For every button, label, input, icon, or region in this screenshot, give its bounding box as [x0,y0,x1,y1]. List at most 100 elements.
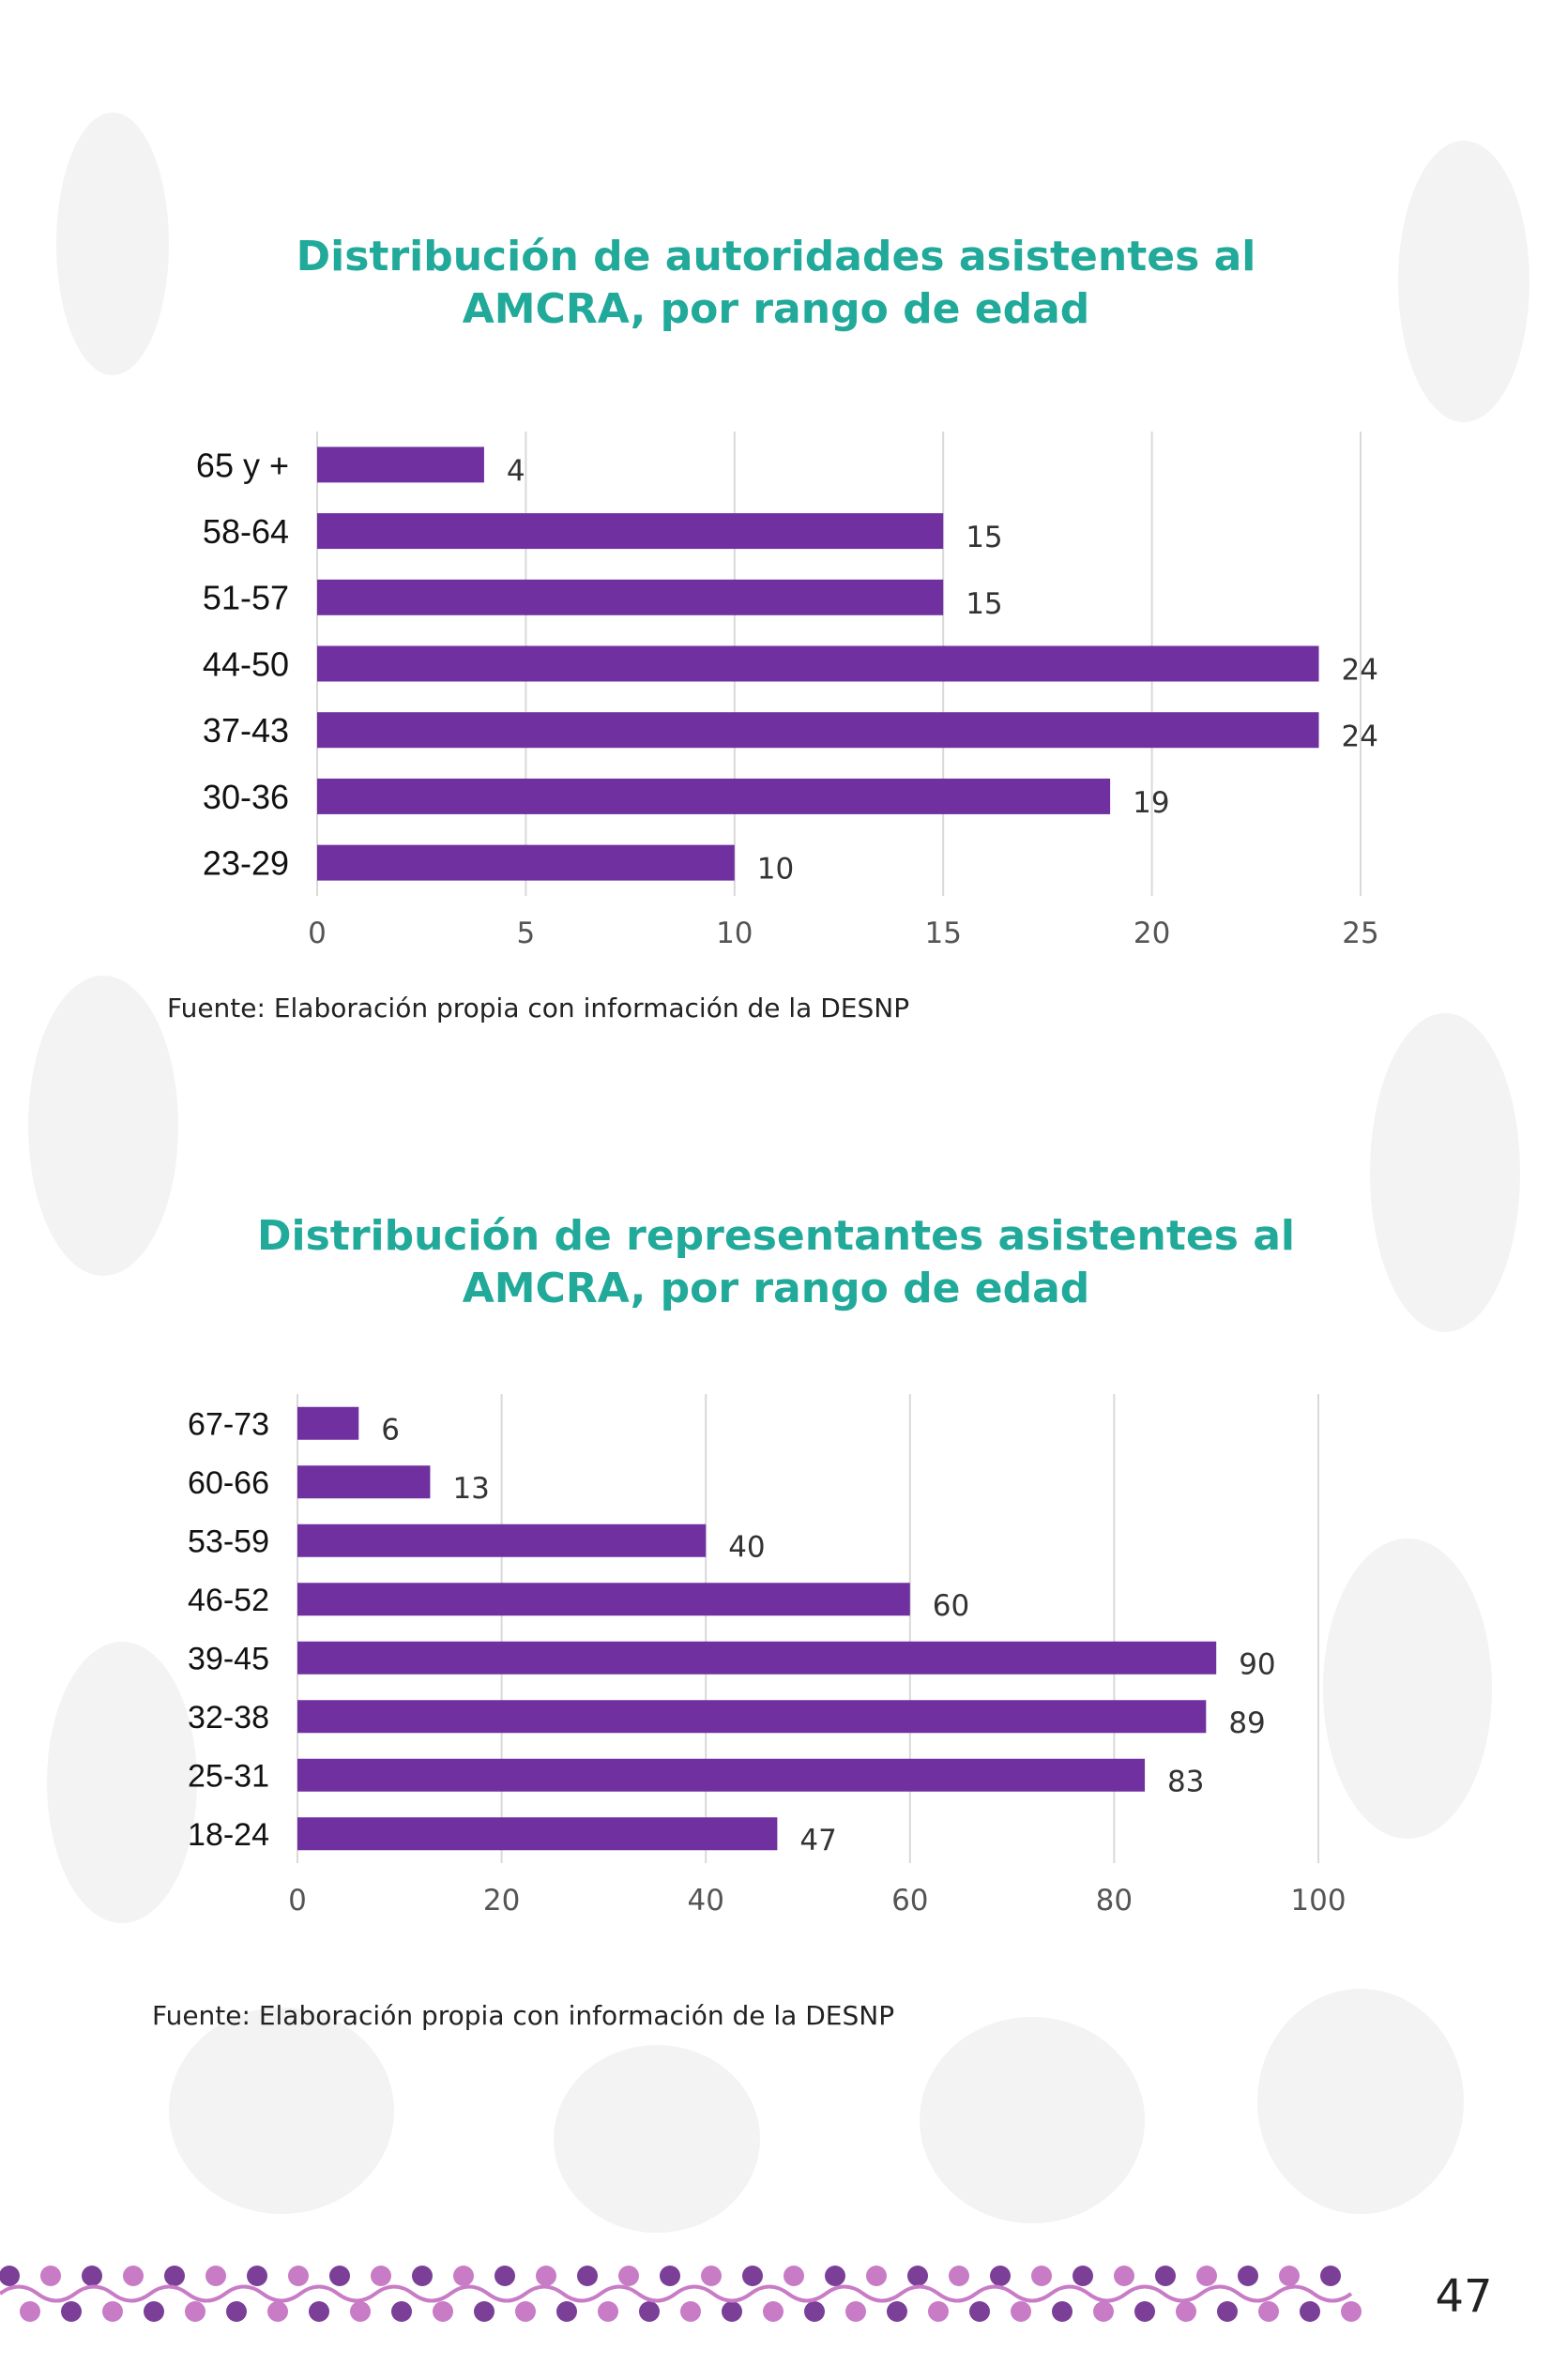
border-flower [1341,2301,1362,2322]
border-flower [433,2301,453,2322]
chart-2-bar [297,1817,778,1851]
chart-1-x-tick-label: 15 [924,917,961,950]
border-flower [928,2301,949,2322]
border-flower [969,2301,990,2322]
chart-2-category-label: 32-38 [188,1700,269,1736]
chart-2-bar [297,1758,1146,1792]
border-flower [102,2301,123,2322]
chart-1-plot: 0 5 10 15 20 25 65 y + 4 58-64 15 51-57 15 44-50 24 37… [196,432,1379,950]
chart-1-data-label: 24 [1342,654,1378,688]
chart-2-category-label: 25-31 [188,1758,269,1794]
border-flower [288,2266,309,2286]
chart-1-bar [317,645,1319,682]
chart-2-category-label: 39-45 [188,1641,269,1676]
border-flower [123,2266,144,2286]
border-flower [226,2301,247,2322]
border-flower [701,2266,722,2286]
border-flower [1031,2266,1052,2286]
border-flower [1238,2266,1258,2286]
border-flower [1196,2266,1217,2286]
chart-2-data-label: 6 [381,1413,400,1447]
chart-1-category-label: 65 y + [196,446,289,484]
chart-2-x-tick-label: 20 [483,1884,520,1918]
chart-2-x-tick-label: 80 [1096,1884,1133,1918]
chart-1-x-tick-label: 20 [1134,917,1170,950]
border-flower [205,2266,226,2286]
chart-2-title-line-2: AMCRA, por rango de edad [462,1265,1090,1312]
chart-2-data-label: 60 [933,1589,969,1623]
border-flower [61,2301,82,2322]
border-flower [1217,2301,1238,2322]
border-flower [40,2266,61,2286]
border-flower [164,2266,185,2286]
chart-1-bar [317,447,484,483]
chart-1-title-line-1: Distribución de autoridades asistentes a… [296,233,1256,280]
border-flower [412,2266,433,2286]
chart-1-data-label: 15 [966,521,1002,554]
chart-1-title: Distribución de autoridades asistentes a… [0,231,1552,336]
chart-2-data-label: 40 [728,1530,765,1564]
chart-1-category-label: 37-43 [203,711,289,750]
border-flower [1114,2266,1134,2286]
chart-1-bar [317,844,735,881]
border-flower [577,2266,598,2286]
chart-1-data-label: 24 [1342,720,1378,753]
chart-2-category-label: 46-52 [188,1583,269,1618]
border-flower [371,2266,391,2286]
chart-1-x-tick-label: 10 [716,917,753,950]
border-flower [309,2301,329,2322]
border-flower [845,2301,866,2322]
embroidery-border [0,2266,1362,2322]
border-flower [20,2301,40,2322]
chart-1-bar [317,513,944,550]
chart-2-category-label: 18-24 [188,1817,269,1853]
border-flower [598,2301,618,2322]
chart-1-x-tick-label: 5 [517,917,536,950]
border-flower [990,2266,1011,2286]
border-flower [639,2301,660,2322]
border-flower [144,2301,164,2322]
border-flower [949,2266,969,2286]
chart-2-plot: 0 20 40 60 80 100 67-73 6 60-66 13 53-59 40 46-52 60 3… [188,1394,1347,1918]
border-flower [515,2301,536,2322]
border-flower [907,2266,928,2286]
border-flower [474,2301,495,2322]
page-number: 47 [1435,2270,1493,2323]
border-flower [329,2266,350,2286]
border-flower [391,2301,412,2322]
border-flower [1093,2301,1114,2322]
border-flower [247,2266,267,2286]
border-flower [536,2266,556,2286]
chart-1-category-label: 51-57 [203,579,289,617]
chart-1-x-tick-label: 0 [308,917,327,950]
chart-1-category-label: 30-36 [203,778,289,816]
border-flower [804,2301,825,2322]
border-flower [350,2301,371,2322]
chart-2-data-label: 90 [1239,1647,1275,1681]
chart-1-title-line-2: AMCRA, por rango de edad [462,285,1090,333]
border-flower [1258,2301,1279,2322]
chart-2-x-tick-label: 100 [1290,1884,1346,1918]
chart-1-data-label: 15 [966,587,1002,621]
chart-2-category-label: 53-59 [188,1524,269,1559]
border-flower [1300,2301,1320,2322]
chart-2-bar [297,1524,707,1557]
chart-2-x-tick-label: 60 [891,1884,928,1918]
border-flower [82,2266,102,2286]
border-flower [0,2266,20,2286]
chart-1-bar [317,778,1111,814]
border-flower [722,2301,742,2322]
chart-1-bar [317,712,1319,749]
chart-1-category-label: 58-64 [203,512,289,551]
chart-2-title: Distribución de representantes asistente… [0,1210,1552,1315]
border-flower [660,2266,680,2286]
border-flower [453,2266,474,2286]
chart-2-data-label: 13 [452,1472,489,1506]
border-flower [825,2266,845,2286]
border-flower [680,2301,701,2322]
chart-1-category-label: 44-50 [203,644,289,683]
border-flower [618,2266,639,2286]
border-flower [1320,2266,1341,2286]
chart-1-category-label: 23-29 [203,844,289,883]
border-flower [267,2301,288,2322]
